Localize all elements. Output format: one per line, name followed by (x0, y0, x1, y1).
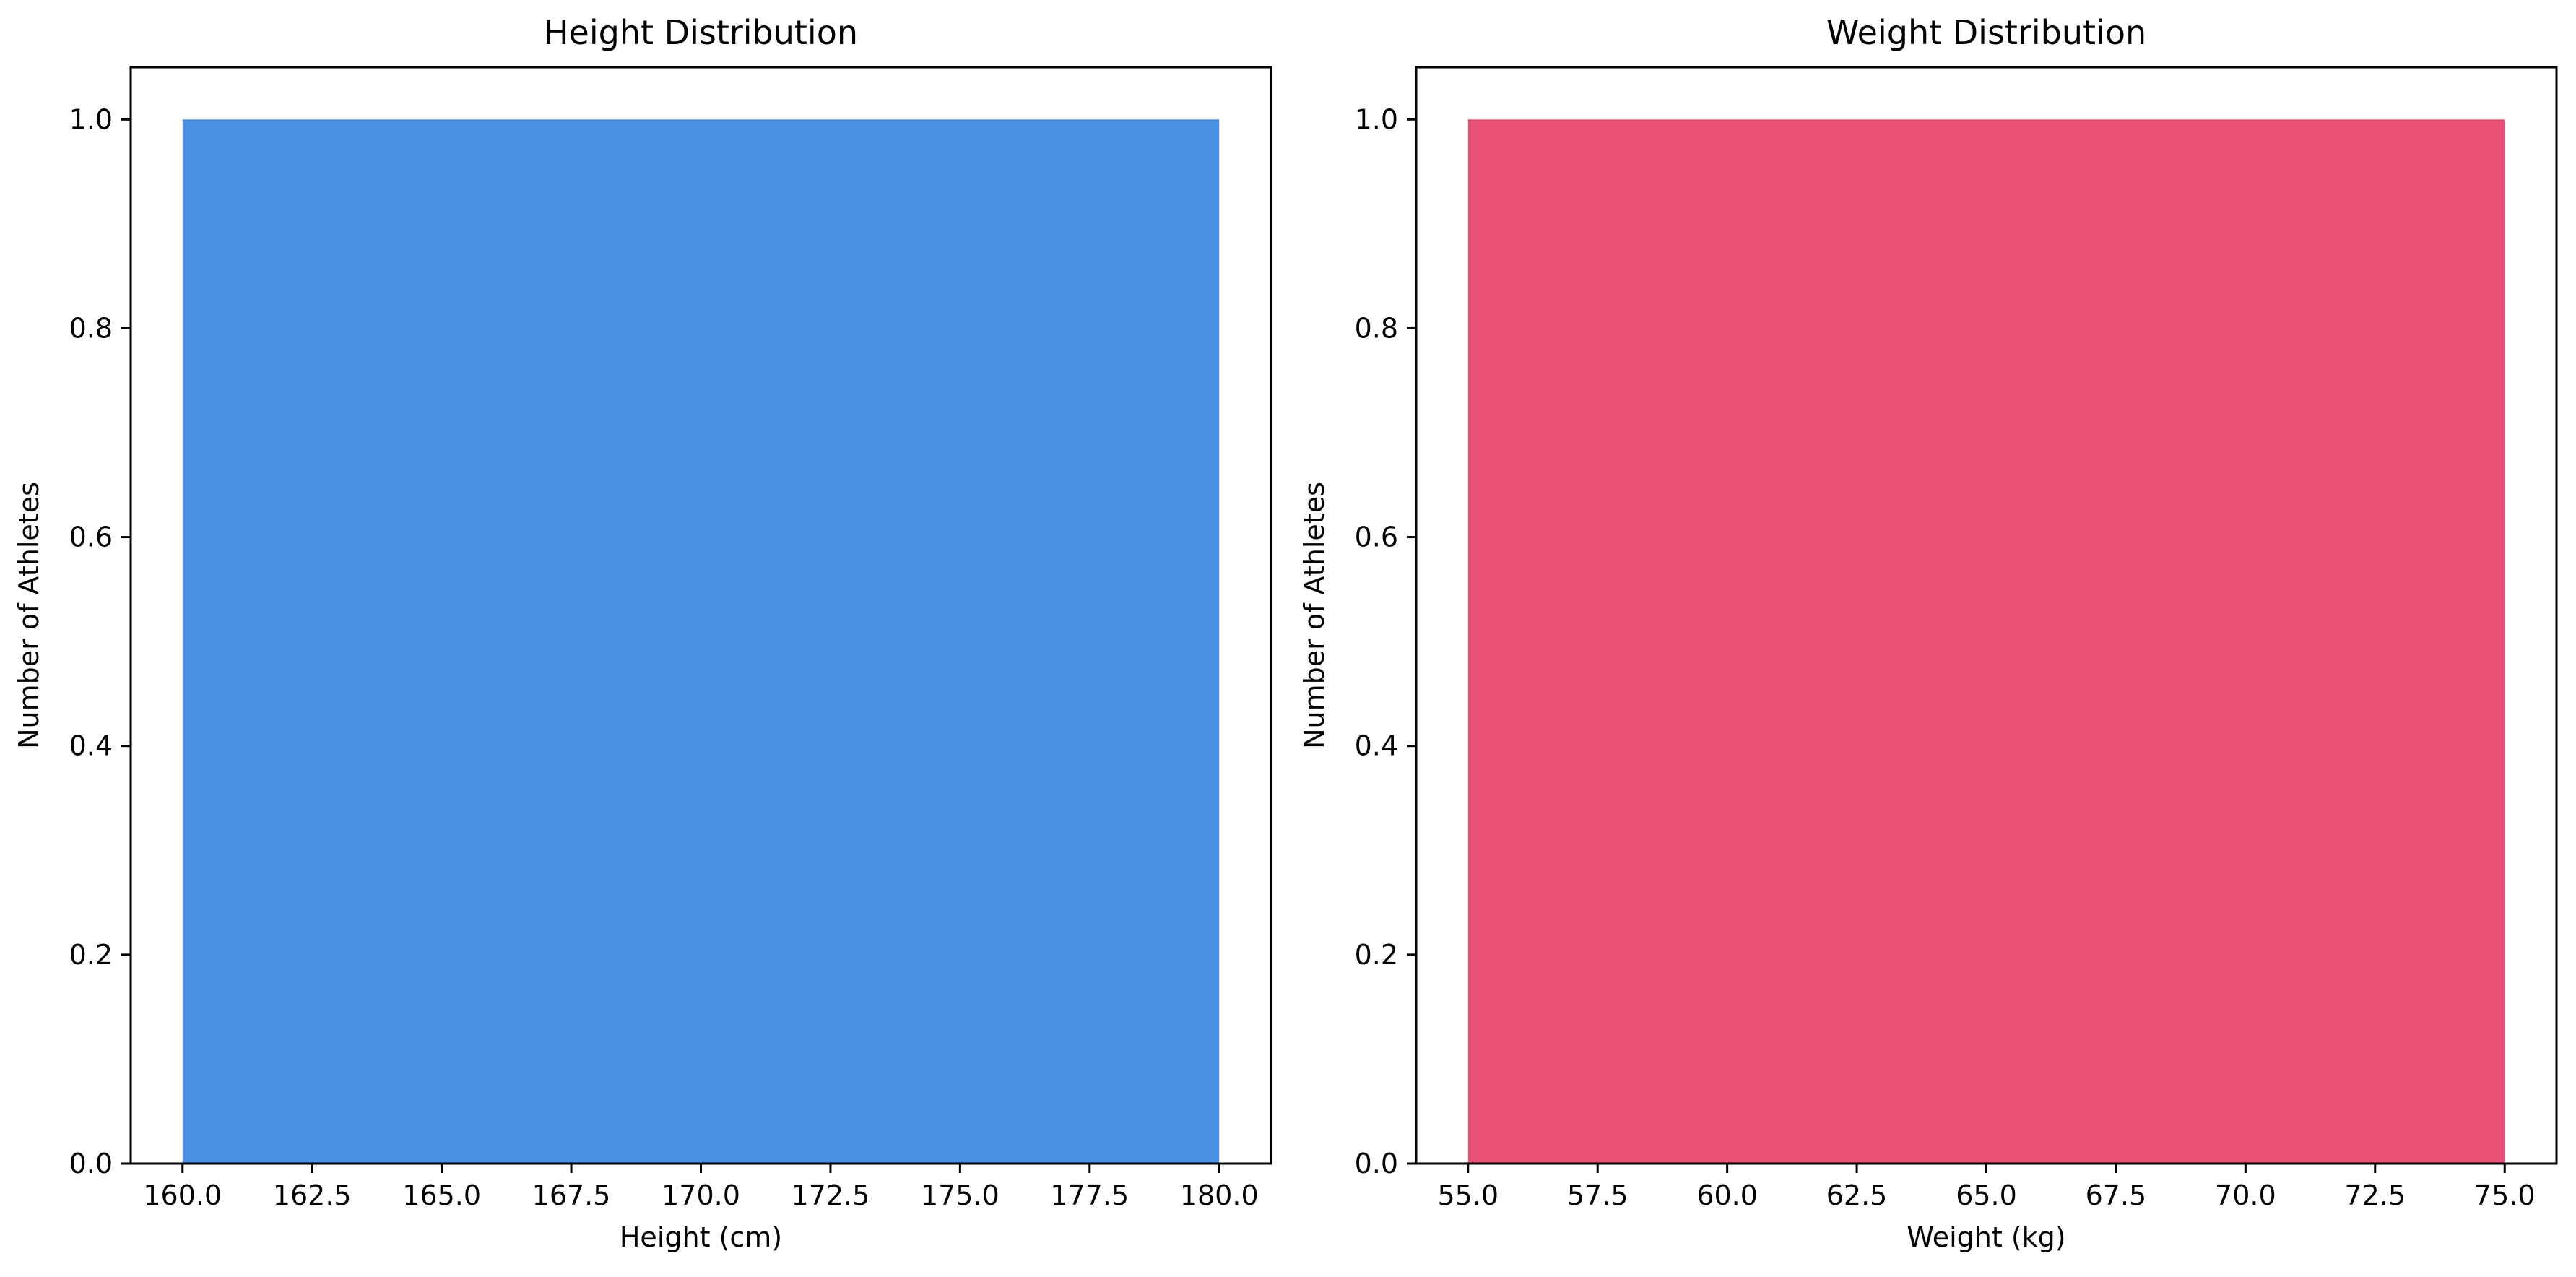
weight-bar-0 (1467, 119, 2505, 1164)
weight-x-tick-label-7: 72.5 (2344, 1179, 2406, 1211)
weight-chart-title: Weight Distribution (1826, 13, 2146, 52)
weight-y-tick-label-5: 1.0 (1355, 103, 1398, 135)
height-x-tick-label-6: 175.0 (921, 1179, 999, 1211)
height-x-tick-label-1: 162.5 (273, 1179, 352, 1211)
height-x-tick-label-0: 160.0 (143, 1179, 222, 1211)
weight-x-tick-label-4: 65.0 (1956, 1179, 2017, 1211)
height-y-tick-label-5: 1.0 (69, 103, 113, 135)
weight-x-tick-label-0: 55.0 (1437, 1179, 1499, 1211)
weight-x-tick-label-3: 62.5 (1826, 1179, 1888, 1211)
weight-x-tick-label-8: 75.0 (2474, 1179, 2536, 1211)
height-y-tick-label-4: 0.8 (69, 312, 113, 344)
weight-y-tick-label-0: 0.0 (1355, 1148, 1398, 1179)
height-x-tick-label-5: 172.5 (792, 1179, 870, 1211)
height-distribution-chart: 160.0 162.5 165.0 167.5 170.0 172.5 175.0 177.5… (13, 13, 1272, 1253)
weight-y-tick-label-1: 0.2 (1355, 939, 1398, 971)
weight-y-axis-label: Number of Athletes (1298, 482, 1330, 749)
height-y-tick-label-2: 0.4 (69, 730, 113, 762)
weight-y-tick-label-2: 0.4 (1355, 730, 1398, 762)
height-y-tick-label-0: 0.0 (69, 1148, 113, 1179)
weight-x-tick-label-2: 60.0 (1696, 1179, 1758, 1211)
weight-x-tick-label-5: 67.5 (2086, 1179, 2147, 1211)
height-x-tick-label-4: 170.0 (662, 1179, 740, 1211)
weight-x-axis-label: Weight (kg) (1907, 1221, 2065, 1253)
height-x-axis-label: Height (cm) (620, 1221, 782, 1253)
weight-distribution-chart: 55.0 57.5 60.0 62.5 65.0 67.5 70.0 72.5 75.0 0.0 0… (1298, 13, 2558, 1253)
height-x-tick-label-2: 165.0 (402, 1179, 481, 1211)
height-x-tick-label-3: 167.5 (532, 1179, 611, 1211)
height-x-tick-label-7: 177.5 (1050, 1179, 1129, 1211)
height-y-axis-label: Number of Athletes (13, 482, 45, 749)
weight-y-tick-label-4: 0.8 (1355, 312, 1398, 344)
weight-y-tick-label-3: 0.6 (1355, 521, 1398, 553)
height-y-tick-label-1: 0.2 (69, 939, 113, 971)
height-y-tick-label-3: 0.6 (69, 521, 113, 553)
weight-x-tick-label-6: 70.0 (2215, 1179, 2276, 1211)
weight-x-tick-label-1: 57.5 (1567, 1179, 1629, 1211)
height-x-tick-label-8: 180.0 (1180, 1179, 1259, 1211)
height-chart-title: Height Distribution (544, 13, 858, 52)
height-bar-0 (182, 119, 1220, 1164)
